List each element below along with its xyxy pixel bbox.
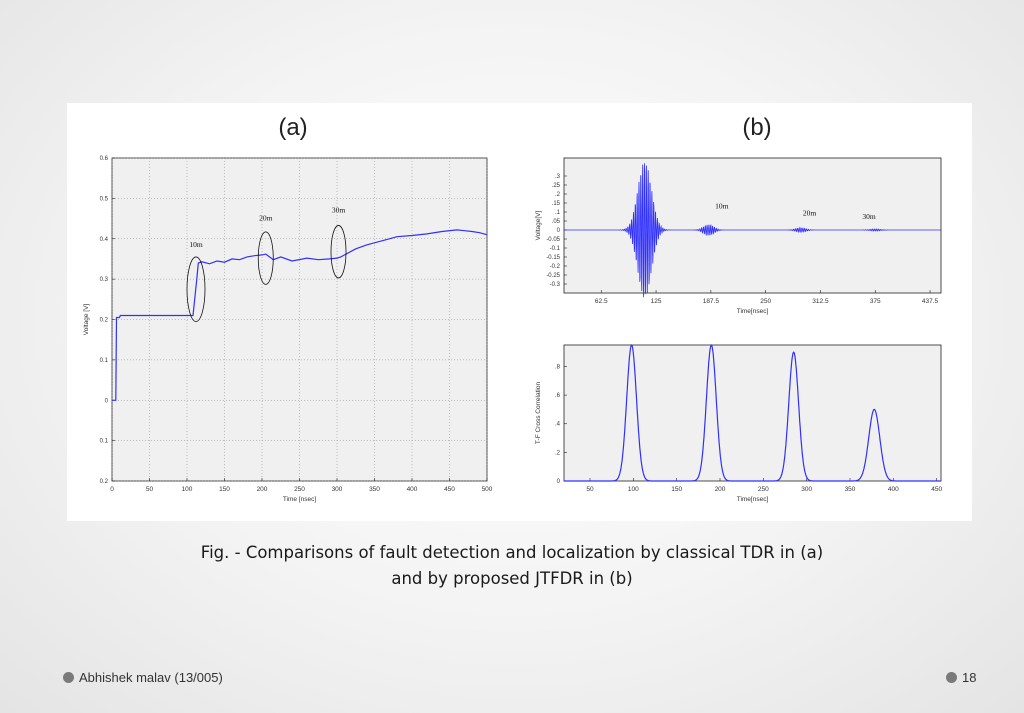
series-line bbox=[564, 163, 941, 298]
y-tick-label: 0.2 bbox=[100, 318, 109, 324]
x-axis-label: Time [nsec] bbox=[283, 496, 317, 503]
footer-page-number: 18 bbox=[946, 670, 976, 685]
caption-line-1: Fig. - Comparisons of fault detection an… bbox=[200, 543, 824, 562]
y-tick-label: -0.3 bbox=[550, 282, 561, 288]
y-axis-label: Voltage[V] bbox=[535, 210, 542, 240]
y-tick-label: 0.1 bbox=[100, 358, 109, 364]
x-axis-label: Time[nsec] bbox=[737, 308, 769, 315]
x-tick-label: 50 bbox=[146, 486, 154, 493]
y-tick-label: 0.1 bbox=[100, 439, 109, 445]
caption-line-2: and by proposed JTFDR in (b) bbox=[391, 569, 633, 588]
y-tick-label: .6 bbox=[555, 393, 561, 399]
x-tick-label: 50 bbox=[586, 486, 594, 493]
y-tick-label: .8 bbox=[555, 364, 561, 370]
x-tick-label: 312.5 bbox=[812, 298, 829, 305]
x-tick-label: 100 bbox=[182, 486, 193, 493]
x-tick-label: 400 bbox=[888, 486, 899, 493]
y-tick-label: 0.2 bbox=[100, 479, 109, 485]
y-tick-label: 0 bbox=[557, 228, 561, 234]
y-tick-label: .4 bbox=[555, 422, 561, 428]
fault-ellipse bbox=[257, 231, 274, 285]
y-tick-label: 0 bbox=[557, 479, 561, 485]
figure-panel: (a) 0 50 100 150 200 250 300 350 400 450 500 0.2 0.1 0… bbox=[67, 103, 972, 521]
footer-author: Abhishek malav (13/005) bbox=[63, 670, 223, 685]
y-tick-label: 0 bbox=[105, 398, 109, 404]
y-tick-label: .05 bbox=[552, 219, 561, 225]
x-tick-label: 250 bbox=[294, 486, 305, 493]
annotation-label: 10m bbox=[715, 201, 729, 210]
y-tick-label: -0.2 bbox=[550, 264, 561, 270]
y-tick-label: 0.5 bbox=[100, 196, 109, 202]
x-tick-label: 150 bbox=[219, 486, 230, 493]
x-axis-label: Time[nsec] bbox=[737, 496, 769, 503]
x-tick-label: 250 bbox=[760, 298, 771, 305]
y-tick-label: 0.4 bbox=[100, 237, 109, 243]
y-tick-label: -0.15 bbox=[546, 255, 560, 261]
annotation-label: 20m bbox=[259, 214, 273, 223]
x-tick-label: 375 bbox=[870, 298, 881, 305]
x-tick-label: 250 bbox=[758, 486, 769, 493]
plot-area bbox=[563, 157, 942, 294]
x-tick-label: 400 bbox=[407, 486, 418, 493]
annotation-label: 10m bbox=[189, 240, 203, 249]
y-tick-label: 0.3 bbox=[100, 277, 109, 283]
y-tick-label: -0.05 bbox=[546, 237, 560, 243]
x-tick-label: 187.5 bbox=[703, 298, 720, 305]
plot-area bbox=[563, 344, 942, 482]
x-tick-label: 0 bbox=[110, 486, 114, 493]
y-tick-label: .2 bbox=[555, 192, 561, 198]
y-tick-label: .1 bbox=[555, 210, 561, 216]
y-tick-label: .15 bbox=[552, 201, 561, 207]
x-tick-label: 150 bbox=[671, 486, 682, 493]
x-tick-label: 300 bbox=[332, 486, 343, 493]
x-tick-label: 300 bbox=[801, 486, 812, 493]
annotation-label: 30m bbox=[862, 212, 876, 221]
series-line bbox=[564, 344, 941, 482]
y-tick-label: .2 bbox=[555, 450, 561, 456]
y-tick-label: .3 bbox=[555, 174, 561, 180]
y-tick-label: .25 bbox=[552, 183, 561, 189]
y-tick-label: 0.6 bbox=[100, 156, 109, 162]
x-tick-label: 450 bbox=[444, 486, 455, 493]
figure-svg: (a)0 50 100 150 200 250 300 350 400 450 5000.20.10… bbox=[83, 114, 942, 503]
annotation-label: 30m bbox=[332, 206, 346, 215]
bullet-icon bbox=[63, 672, 74, 683]
x-tick-label: 200 bbox=[257, 486, 268, 493]
series-line bbox=[112, 229, 488, 401]
panel-label: (b) bbox=[742, 114, 771, 141]
page-number-label: 18 bbox=[962, 670, 977, 685]
fault-ellipse bbox=[186, 256, 206, 322]
x-tick-label: 100 bbox=[628, 486, 639, 493]
x-tick-label: 125 bbox=[651, 298, 662, 305]
x-tick-label: 350 bbox=[369, 486, 380, 493]
x-tick-label: 450 bbox=[931, 486, 942, 493]
x-tick-label: 500 bbox=[482, 486, 493, 493]
fault-ellipse bbox=[330, 225, 347, 279]
y-axis-label: T-F Cross Correlation bbox=[535, 382, 542, 445]
figure-caption: Fig. - Comparisons of fault detection an… bbox=[100, 540, 924, 592]
annotation-label: 20m bbox=[803, 209, 817, 218]
x-tick-label: 62.5 bbox=[595, 298, 608, 305]
y-tick-label: -0.1 bbox=[550, 246, 561, 252]
x-tick-label: 200 bbox=[715, 486, 726, 493]
bullet-icon bbox=[946, 672, 957, 683]
x-tick-label: 437.5 bbox=[922, 298, 939, 305]
y-axis-label: Voltage [V] bbox=[83, 304, 90, 336]
x-tick-label: 350 bbox=[845, 486, 856, 493]
panel-label: (a) bbox=[278, 114, 307, 141]
author-label: Abhishek malav (13/005) bbox=[79, 670, 223, 685]
y-tick-label: -0.25 bbox=[546, 273, 560, 279]
